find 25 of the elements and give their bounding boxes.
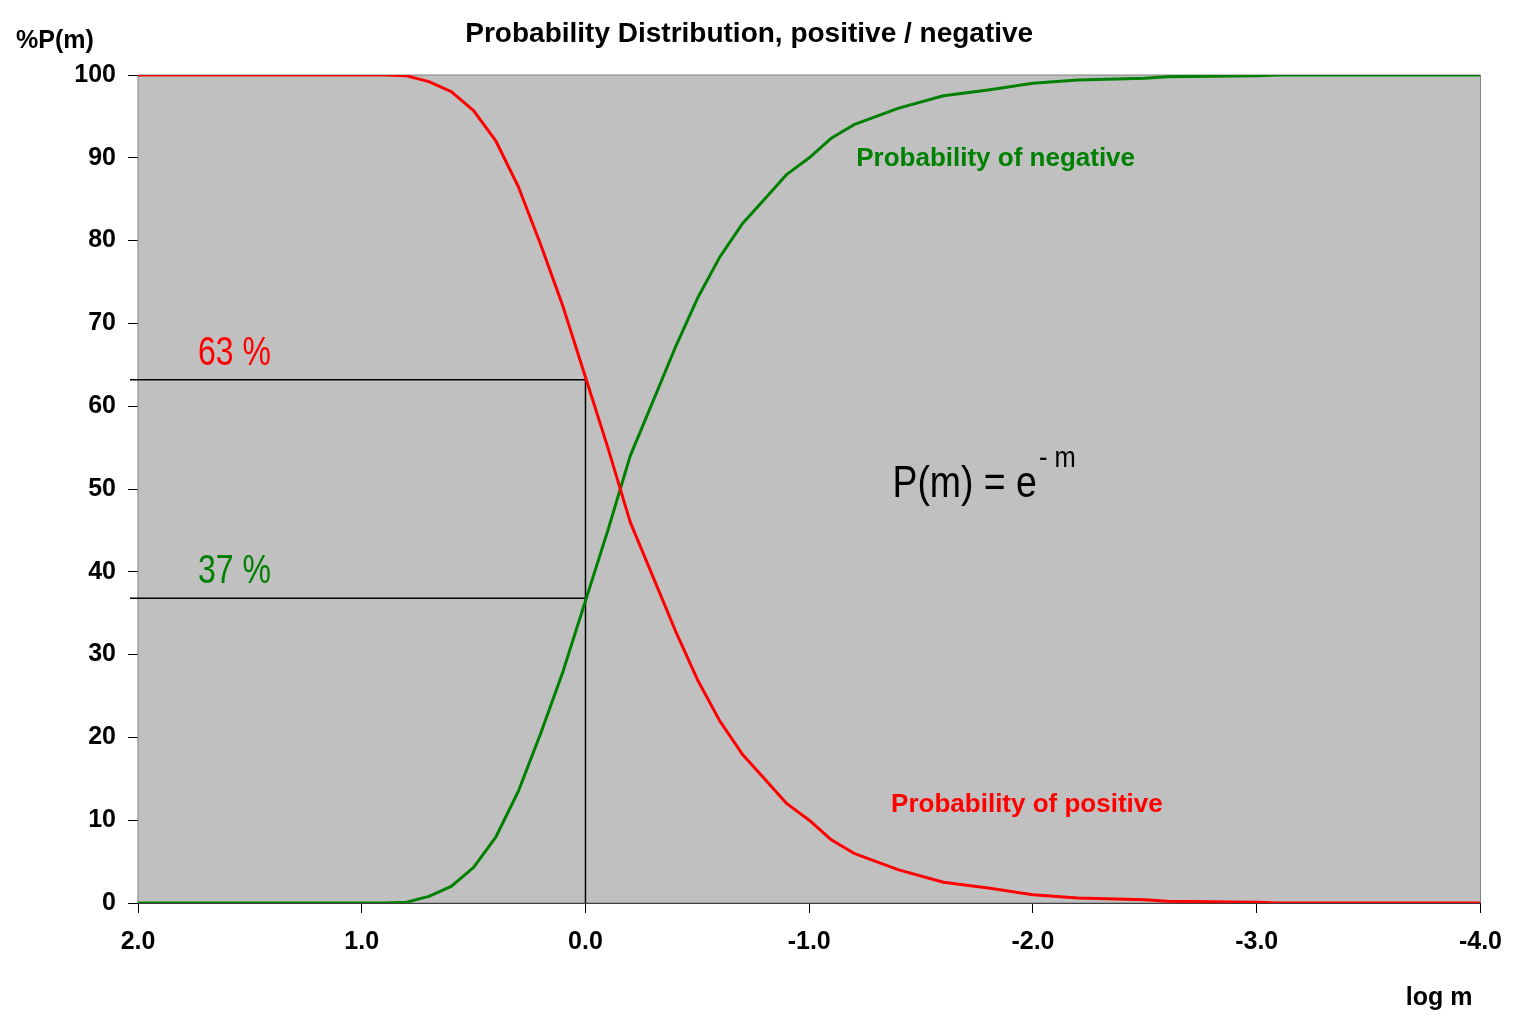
ref-line-label: 63 % bbox=[198, 328, 271, 374]
y-tick-label: 60 bbox=[88, 390, 116, 419]
x-axis-title: log m bbox=[1405, 982, 1473, 1010]
y-tick-label: 0 bbox=[102, 886, 116, 915]
y-tick-label: 10 bbox=[88, 804, 116, 833]
y-tick-label: 90 bbox=[88, 141, 116, 170]
y-tick-label: 30 bbox=[88, 638, 116, 667]
y-tick-label: 20 bbox=[88, 721, 116, 750]
x-tick-label: 2.0 bbox=[120, 925, 156, 954]
x-tick-label: 0.0 bbox=[568, 925, 603, 954]
chart-title: Probability Distribution, positive / negative bbox=[465, 17, 1034, 48]
x-tick-label: -4.0 bbox=[1458, 925, 1503, 954]
series-label: Probability of negative bbox=[856, 142, 1136, 173]
y-axis-title: %P(m) bbox=[16, 25, 94, 53]
x-tick-label: 1.0 bbox=[344, 925, 380, 954]
series-label: Probability of positive bbox=[891, 787, 1163, 818]
y-tick-label: 50 bbox=[88, 472, 116, 501]
x-tick-label: -2.0 bbox=[1011, 925, 1055, 954]
y-tick-label: 80 bbox=[88, 224, 116, 253]
y-tick-label: 40 bbox=[88, 555, 116, 584]
x-tick-label: -1.0 bbox=[787, 925, 831, 954]
y-tick-label: 100 bbox=[74, 58, 116, 87]
y-tick-label: 70 bbox=[88, 307, 116, 336]
x-tick-label: -3.0 bbox=[1235, 925, 1279, 954]
ref-line-label: 37 % bbox=[198, 546, 271, 593]
